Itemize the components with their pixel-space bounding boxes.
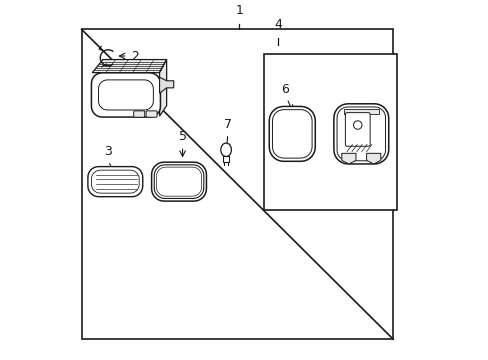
Polygon shape [151, 162, 206, 201]
Text: 7: 7 [224, 118, 231, 131]
Polygon shape [159, 77, 173, 93]
Polygon shape [156, 167, 201, 196]
Text: 2: 2 [131, 50, 139, 63]
Polygon shape [333, 104, 388, 164]
Text: 4: 4 [274, 18, 282, 31]
Polygon shape [343, 109, 378, 114]
Bar [81, 30, 392, 339]
Polygon shape [366, 153, 380, 164]
Bar [264, 54, 396, 210]
Polygon shape [336, 107, 385, 161]
Polygon shape [159, 59, 166, 116]
Polygon shape [269, 107, 315, 161]
Polygon shape [272, 110, 311, 158]
Polygon shape [91, 73, 160, 117]
Text: 1: 1 [235, 4, 243, 17]
FancyBboxPatch shape [146, 111, 157, 117]
Polygon shape [223, 156, 229, 162]
Polygon shape [88, 167, 142, 197]
Text: 6: 6 [281, 83, 288, 96]
FancyBboxPatch shape [133, 111, 144, 117]
Polygon shape [341, 153, 355, 164]
FancyBboxPatch shape [345, 113, 369, 146]
Polygon shape [98, 80, 153, 110]
Ellipse shape [221, 143, 231, 157]
Text: 3: 3 [104, 145, 112, 158]
Polygon shape [92, 59, 166, 73]
Polygon shape [91, 170, 139, 193]
Polygon shape [154, 165, 203, 198]
Text: 5: 5 [178, 130, 186, 143]
